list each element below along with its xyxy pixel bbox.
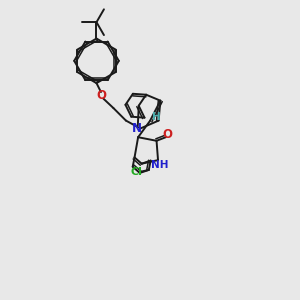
Text: O: O bbox=[96, 89, 106, 102]
Text: H: H bbox=[152, 112, 161, 122]
Text: O: O bbox=[163, 128, 173, 141]
Text: Cl: Cl bbox=[130, 167, 142, 177]
Text: NH: NH bbox=[151, 160, 168, 170]
Text: N: N bbox=[132, 122, 142, 135]
